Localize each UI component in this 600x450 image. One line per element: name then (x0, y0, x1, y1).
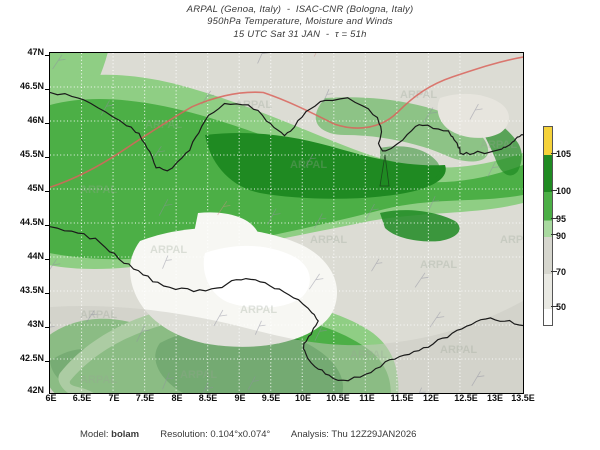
svg-text:ARPAL: ARPAL (180, 369, 217, 381)
svg-text:ARPAL: ARPAL (80, 374, 117, 386)
svg-text:ARPAL: ARPAL (350, 349, 387, 361)
svg-text:ARPAL: ARPAL (80, 184, 117, 196)
svg-text:ARPAL: ARPAL (310, 234, 347, 246)
svg-text:ARPAL: ARPAL (500, 234, 523, 246)
svg-text:ARPAL: ARPAL (440, 344, 477, 356)
svg-text:ARPAL: ARPAL (80, 309, 117, 321)
svg-text:ARPAL: ARPAL (145, 119, 182, 131)
svg-text:ARPAL: ARPAL (240, 304, 277, 316)
svg-text:ARPAL: ARPAL (480, 139, 517, 151)
svg-text:ARPAL: ARPAL (420, 259, 457, 271)
svg-text:ARPAL: ARPAL (150, 244, 187, 256)
svg-text:ARPAL: ARPAL (400, 89, 437, 101)
